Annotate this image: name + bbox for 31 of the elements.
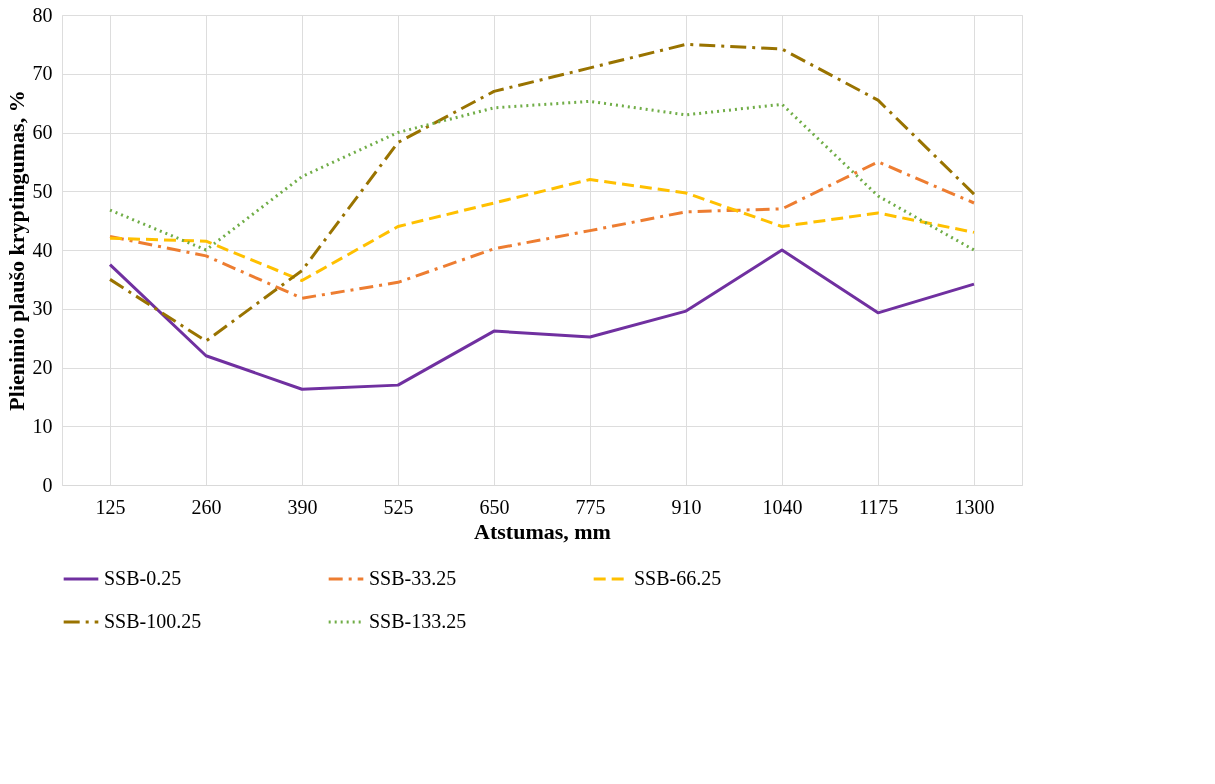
y-tick-label: 20	[32, 356, 53, 378]
y-tick-label: 80	[32, 3, 53, 26]
line-series	[108, 42, 976, 343]
y-tick-label: 10	[32, 414, 53, 437]
line-series	[108, 99, 976, 252]
x-tick-label: 390	[287, 495, 318, 518]
line-series	[108, 248, 976, 391]
x-tick-label: 1040	[762, 495, 803, 518]
y-tick-label: 60	[32, 121, 53, 143]
legend-label: SSB-0.25	[104, 567, 182, 589]
legend-label: SSB-133.25	[369, 610, 467, 632]
x-tick-label: 910	[671, 495, 702, 518]
x-axis-title: Atstumas, mm	[474, 518, 611, 544]
y-tick-label: 30	[32, 297, 53, 320]
x-tick-label: 775	[575, 495, 606, 518]
x-tick-label: 1300	[954, 495, 995, 518]
line-series	[108, 160, 976, 300]
legend-label: SSB-100.25	[104, 610, 202, 632]
x-tick-label: 650	[479, 495, 510, 518]
x-tick-label: 1175	[858, 495, 899, 518]
legend-label: SSB-66.25	[634, 567, 722, 589]
y-tick-label: 40	[32, 238, 53, 261]
y-tick-label: 70	[32, 62, 53, 85]
x-tick-label: 525	[383, 495, 414, 518]
x-tick-label: 125	[95, 495, 126, 518]
y-tick-label: 0	[42, 473, 53, 496]
x-tick-label: 260	[191, 495, 222, 518]
y-tick-label: 50	[32, 179, 53, 202]
line-series	[108, 178, 976, 283]
y-axis-title: Plieninio plaušo kryptingumas, %	[3, 90, 29, 411]
legend-label: SSB-33.25	[369, 567, 457, 589]
